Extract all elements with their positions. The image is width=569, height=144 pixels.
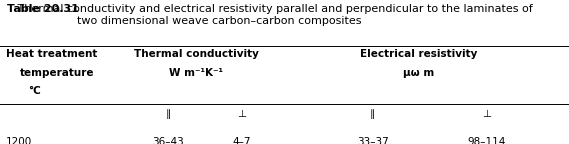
Text: μω m: μω m [403,68,434,78]
Text: 4–7: 4–7 [233,137,251,144]
Text: ∥: ∥ [370,109,376,119]
Text: temperature: temperature [20,68,94,78]
Text: 98–114: 98–114 [467,137,506,144]
Text: Heat treatment: Heat treatment [6,49,97,59]
Text: ⊥: ⊥ [237,109,246,119]
Text: W m⁻¹K⁻¹: W m⁻¹K⁻¹ [170,68,223,78]
Text: 33–37: 33–37 [357,137,389,144]
Text: Table 20.31: Table 20.31 [7,4,79,14]
Text: Thermal conductivity: Thermal conductivity [134,49,259,59]
Text: Thermal conductivity and electrical resistivity parallel and perpendicular to th: Thermal conductivity and electrical resi… [7,4,533,26]
Text: °C: °C [28,86,41,96]
Text: ∥: ∥ [165,109,171,119]
Text: 36–43: 36–43 [152,137,184,144]
Text: 1200: 1200 [6,137,32,144]
Text: ⊥: ⊥ [482,109,491,119]
Text: Electrical resistivity: Electrical resistivity [360,49,477,59]
